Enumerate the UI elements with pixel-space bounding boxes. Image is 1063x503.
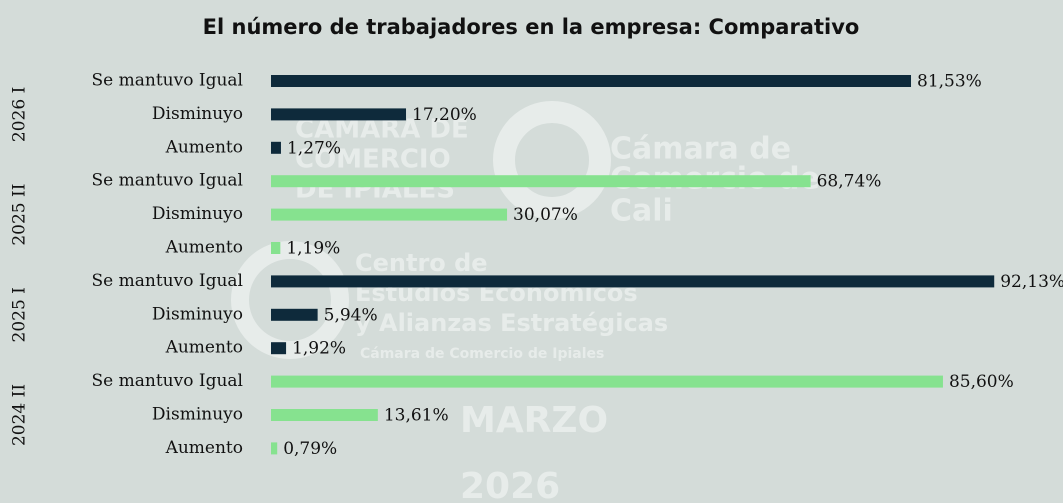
group-label: 2026 I — [10, 87, 30, 142]
group-label: 2024 II — [10, 384, 30, 446]
bar — [271, 75, 912, 87]
bar — [271, 342, 287, 355]
value-label: 1,27% — [287, 138, 341, 158]
logo-decor — [231, 101, 611, 359]
value-label: 1,19% — [286, 239, 340, 259]
group-label: 2025 II — [10, 184, 30, 246]
category-label: Aumento — [165, 238, 243, 258]
value-label: 13,61% — [384, 406, 449, 426]
value-label: 30,07% — [513, 205, 578, 225]
category-label: Se mantuvo Igual — [92, 271, 243, 291]
watermark-text: 2026 — [460, 466, 560, 503]
value-label: 5,94% — [324, 305, 378, 325]
category-label: Se mantuvo Igual — [92, 171, 243, 191]
category-label: Se mantuvo Igual — [92, 71, 243, 91]
value-label: 92,13% — [1000, 272, 1063, 292]
watermark-text: y Alianzas Estratégicas — [355, 309, 668, 337]
category-label: Disminuyo — [152, 104, 243, 124]
logo-ring — [231, 241, 349, 359]
category-label: Disminuyo — [152, 304, 243, 324]
plot-area: 2026 I Se mantuvo Igual 81,53% Disminuyo 17,… — [10, 71, 1063, 459]
bar — [271, 375, 943, 388]
category-label: Disminuyo — [152, 204, 243, 224]
category-label: Aumento — [165, 137, 243, 157]
value-label: 0,79% — [283, 439, 337, 459]
value-label: 81,53% — [917, 72, 982, 92]
bar — [271, 275, 995, 288]
value-label: 85,60% — [949, 372, 1014, 392]
bar — [271, 308, 318, 321]
category-label: Aumento — [165, 338, 243, 358]
group-label: 2025 I — [10, 287, 30, 342]
category-label: Disminuyo — [152, 405, 243, 425]
bar — [271, 409, 378, 421]
watermark-text: COMERCIO — [295, 145, 451, 175]
bar — [271, 108, 407, 121]
chart-title: El número de trabajadores en la empresa:… — [203, 15, 860, 39]
bar — [271, 208, 508, 221]
bar — [271, 141, 281, 154]
watermark-text: Centro de — [355, 249, 488, 277]
watermark-text: Cámara de Comercio de Ipiales — [360, 346, 604, 362]
category-label: Se mantuvo Igual — [92, 371, 243, 391]
bar — [271, 175, 811, 188]
value-label: 1,92% — [292, 339, 346, 359]
bar — [271, 242, 281, 254]
watermark-text: Cámara de — [610, 132, 791, 167]
category-label: Aumento — [165, 438, 243, 458]
value-label: 17,20% — [412, 105, 477, 125]
watermark-text: MARZO — [460, 400, 608, 441]
watermark-text: Cali — [610, 194, 673, 229]
logo-ring — [493, 101, 611, 219]
bar — [271, 442, 278, 455]
value-label: 68,74% — [817, 172, 882, 192]
